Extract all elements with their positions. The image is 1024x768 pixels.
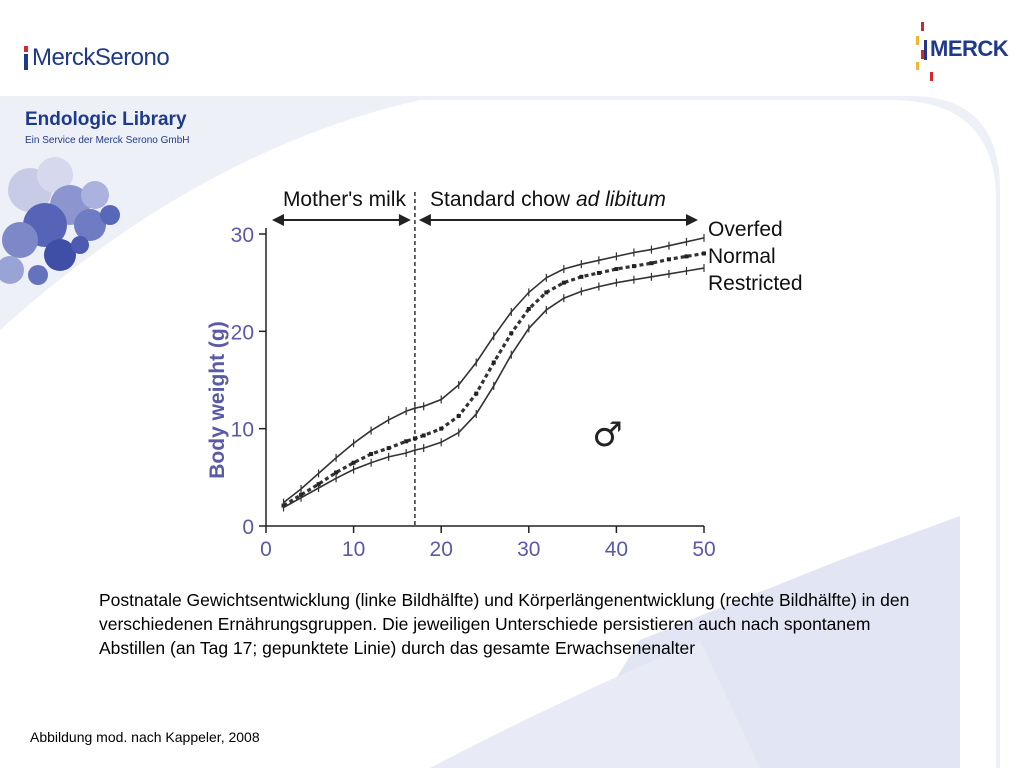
figure-caption: Postnatale Gewichtsentwicklung (linke Bi… bbox=[99, 590, 910, 658]
y-tick-label: 30 bbox=[231, 224, 254, 247]
background-swoosh-shape bbox=[430, 640, 760, 768]
series-line-restricted bbox=[283, 267, 705, 509]
library-subtitle: Ein Service der Merck Serono GmbH bbox=[25, 135, 190, 146]
merck-logo: MERCK bbox=[912, 22, 1009, 84]
data-point-normal bbox=[596, 270, 601, 275]
data-point-normal bbox=[579, 274, 584, 279]
figure-source: Abbildung mod. nach Kappeler, 2008 bbox=[30, 729, 260, 745]
x-tick-label: 0 bbox=[260, 538, 272, 561]
data-point-normal bbox=[684, 254, 689, 259]
molecule-image bbox=[0, 157, 120, 285]
data-point-normal bbox=[666, 257, 671, 262]
data-point-normal bbox=[491, 360, 496, 365]
data-point-normal bbox=[614, 267, 619, 272]
data-point-normal bbox=[649, 261, 654, 266]
data-point-normal bbox=[351, 460, 356, 465]
standard-chow-arrow-right-head bbox=[686, 214, 698, 226]
phase-label-mothers-milk: Mother's milk bbox=[283, 188, 407, 211]
phase-label-standard-chow: Standard chow ad libitum bbox=[430, 188, 666, 211]
legend-label-overfed: Overfed bbox=[708, 218, 783, 241]
mothers-milk-arrow-left-head bbox=[272, 214, 284, 226]
right-logo-text: MERCK bbox=[930, 36, 1009, 61]
mothers-milk-arrow-right-head bbox=[398, 214, 411, 226]
standard-chow-arrow-left-head bbox=[418, 214, 431, 226]
data-point-normal bbox=[334, 470, 339, 475]
y-tick-label: 10 bbox=[231, 419, 254, 442]
data-point-normal bbox=[386, 446, 391, 451]
male-symbol: ♂ bbox=[592, 415, 622, 455]
legend-label-restricted: Restricted bbox=[708, 272, 803, 295]
logo-mark-icon bbox=[24, 46, 28, 70]
x-tick-label: 50 bbox=[692, 538, 715, 561]
data-point-normal bbox=[702, 251, 706, 256]
x-tick-label: 20 bbox=[430, 538, 453, 561]
data-point-normal bbox=[509, 331, 514, 336]
merck-serono-logo: MerckSerono bbox=[24, 38, 170, 78]
legend-label-normal: Normal bbox=[708, 245, 776, 268]
phase-label-plain: Standard chow bbox=[430, 188, 576, 211]
data-point-normal bbox=[631, 264, 636, 269]
y-tick-label: 20 bbox=[231, 321, 254, 344]
series-line-normal bbox=[282, 251, 705, 507]
series-line-overfed bbox=[283, 237, 705, 504]
phase-label-italic: ad libitum bbox=[576, 188, 666, 211]
data-point-normal bbox=[369, 451, 374, 456]
library-title: Endologic Library bbox=[25, 109, 187, 130]
data-point-normal bbox=[526, 306, 531, 311]
data-point-normal bbox=[561, 280, 566, 285]
data-point-normal bbox=[421, 433, 426, 438]
data-point-normal bbox=[404, 439, 409, 444]
y-axis-label: Body weight (g) bbox=[206, 321, 229, 478]
data-point-normal bbox=[439, 426, 444, 431]
left-logo-text: MerckSerono bbox=[32, 44, 170, 71]
data-point-normal bbox=[456, 414, 461, 419]
body-weight-chart: 0 10 20 30 40 50 0 10 20 30 Body weight (g) Mother'… bbox=[206, 188, 803, 561]
x-tick-label: 30 bbox=[517, 538, 540, 561]
x-tick-label: 10 bbox=[342, 538, 365, 561]
y-tick-label: 0 bbox=[242, 516, 254, 539]
data-point-normal bbox=[412, 436, 417, 441]
data-point-normal bbox=[544, 290, 549, 295]
merck-logo-bars-icon bbox=[916, 22, 933, 81]
x-tick-label: 40 bbox=[605, 538, 628, 561]
data-point-normal bbox=[474, 391, 479, 396]
